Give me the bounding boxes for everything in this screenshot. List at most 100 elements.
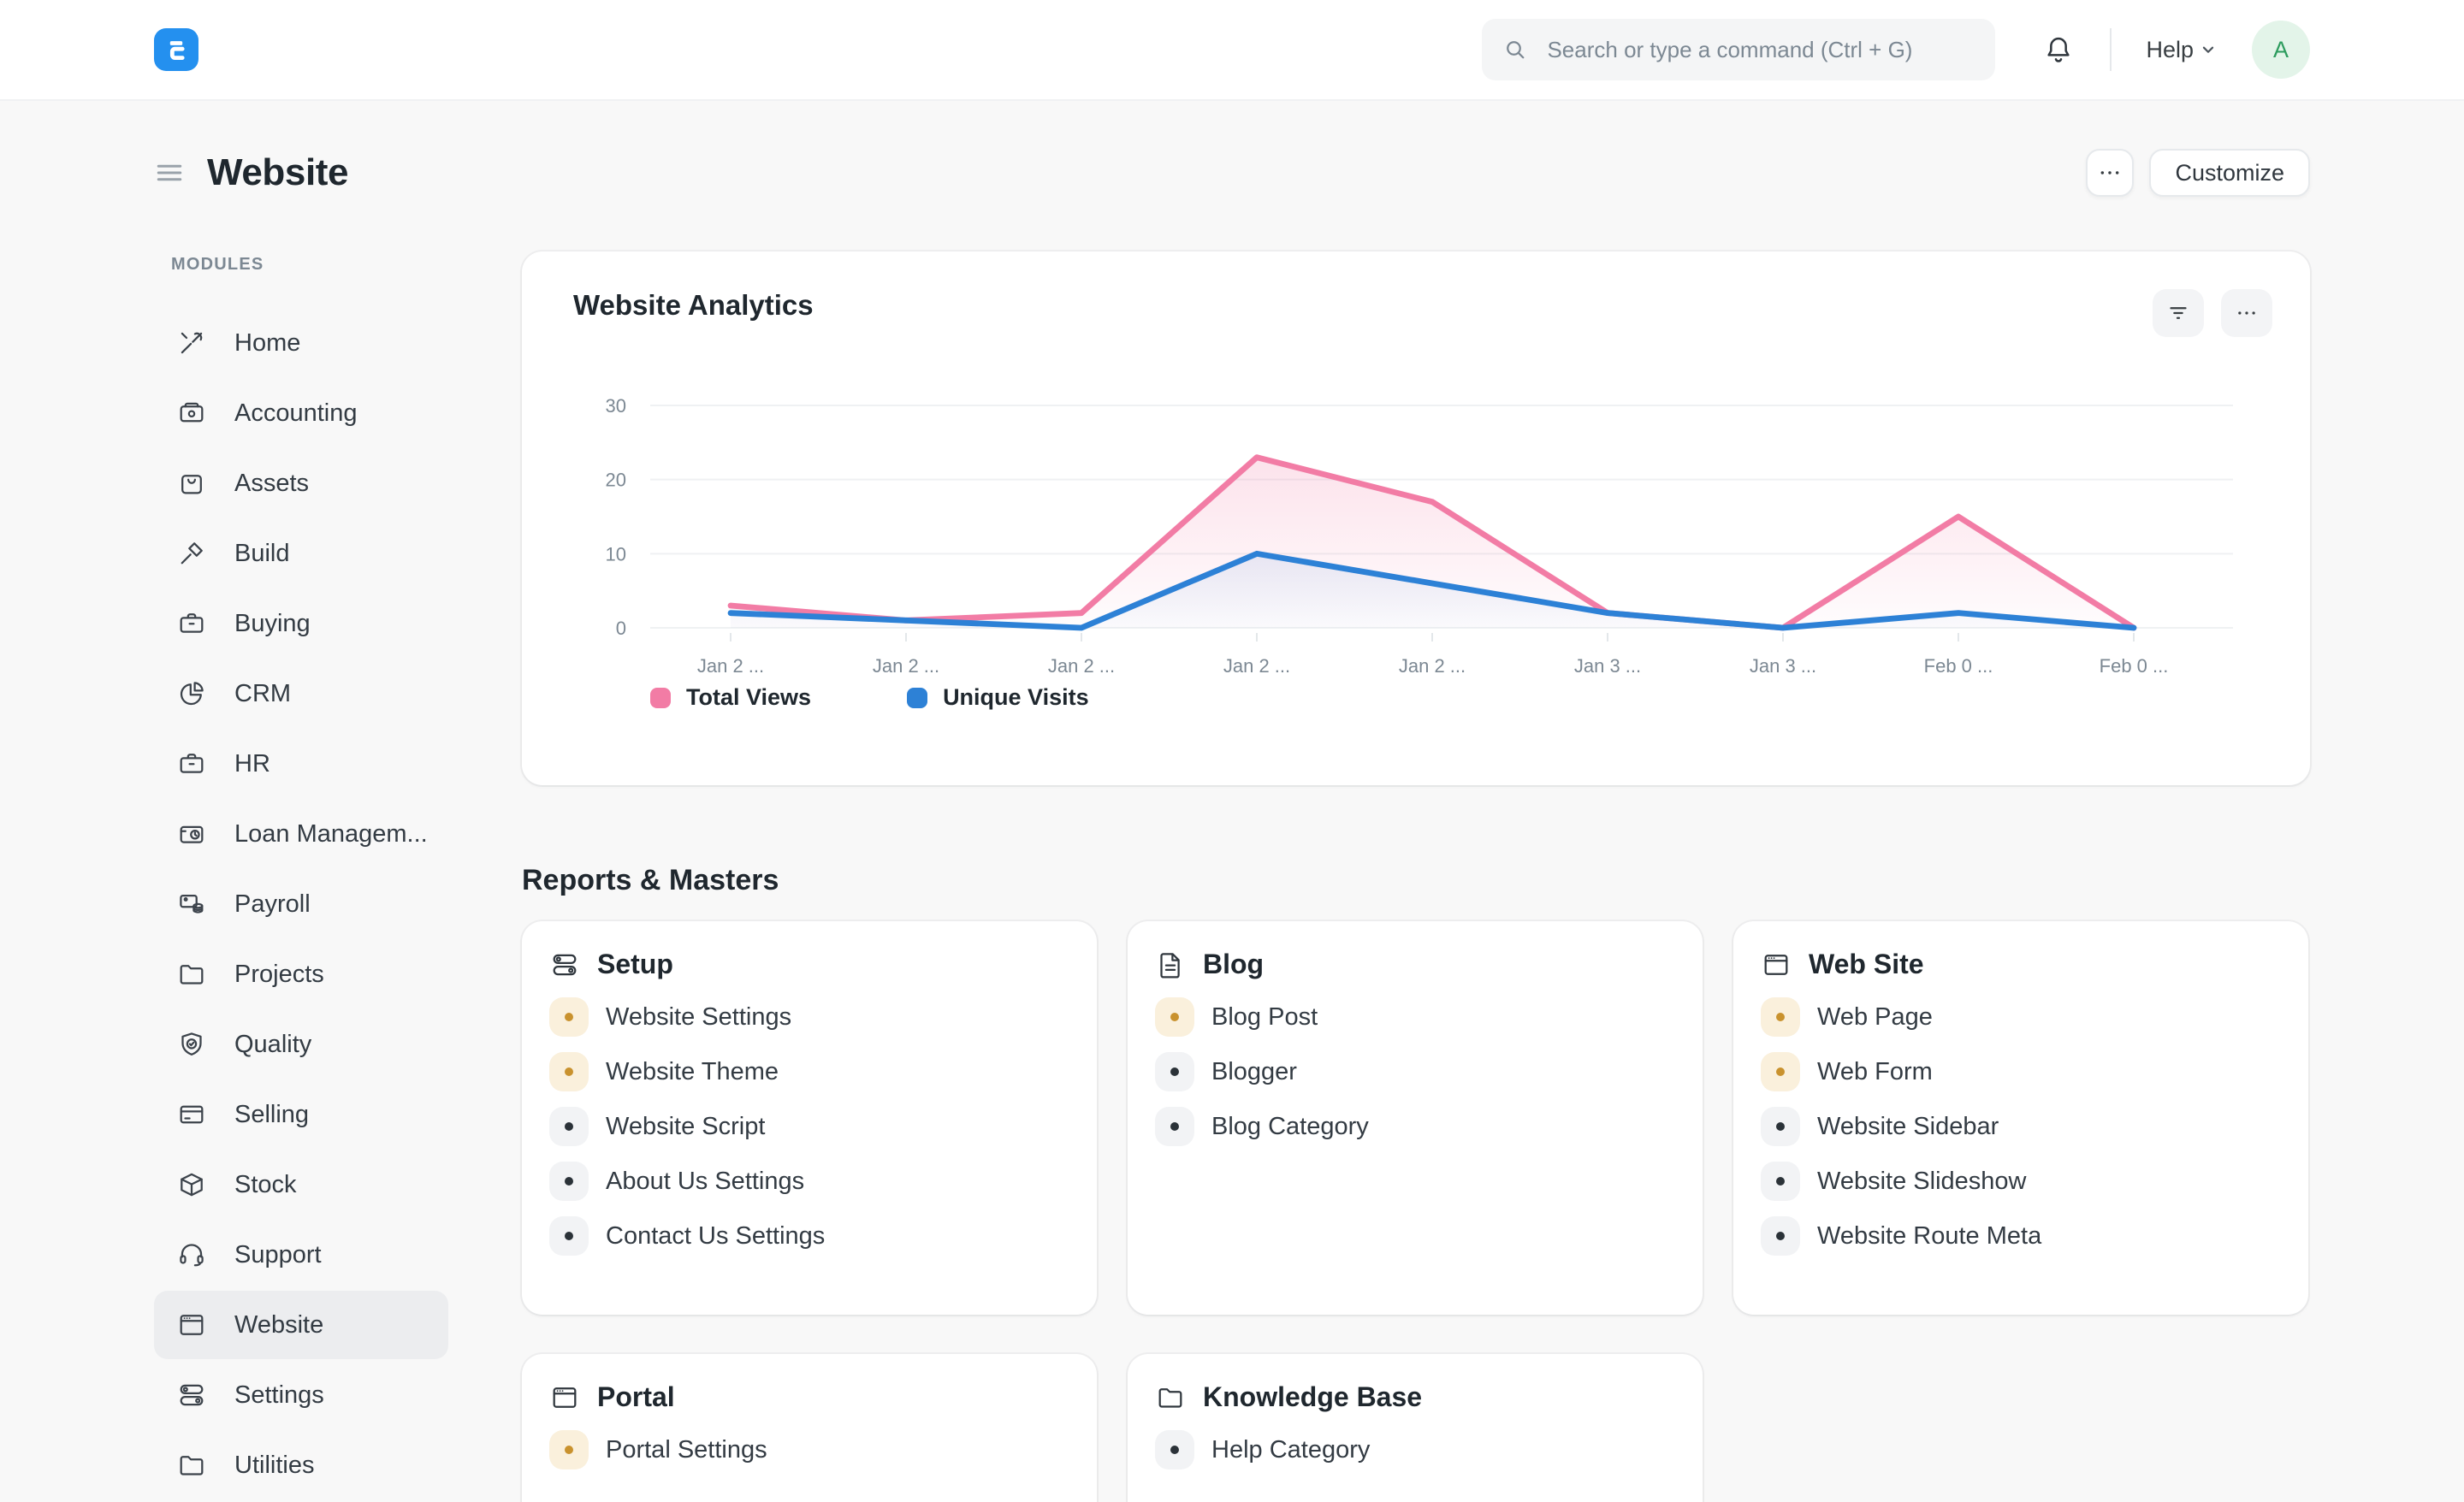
card-knowledge-base: Knowledge Base Help Category <box>1128 1354 1703 1502</box>
sidebar-toggle-button[interactable] <box>154 157 185 188</box>
sidebar-item-stock[interactable]: Stock <box>154 1150 448 1219</box>
sidebar-item-quality[interactable]: Quality <box>154 1010 448 1079</box>
sidebar-item-label: CRM <box>234 679 292 707</box>
chart-filter-button[interactable] <box>2153 289 2204 337</box>
page-more-button[interactable] <box>2086 149 2135 197</box>
help-menu[interactable]: Help <box>2135 30 2228 70</box>
y-axis-tick-label: 30 <box>606 395 626 417</box>
wallet-clock-icon <box>180 825 204 843</box>
card-coins-icon <box>180 894 204 914</box>
avatar[interactable]: A <box>2252 21 2310 79</box>
sidebar-item-projects[interactable]: Projects <box>154 940 448 1008</box>
sidebar-item-label: Accounting <box>234 399 358 427</box>
section-heading: Reports & Masters <box>522 864 779 896</box>
sidebar-item-home[interactable]: Home <box>154 309 448 377</box>
card-header: Portal <box>549 1381 1069 1413</box>
card-item-website-sidebar[interactable]: Website Sidebar <box>1761 1107 2281 1146</box>
sidebar-item-label: Stock <box>234 1170 297 1198</box>
app-logo[interactable] <box>154 28 198 71</box>
box-icon <box>181 1173 203 1197</box>
analytics-line-chart: 0 10 20 30 Jan 2 ... Jan 2 ... Jan 2 ... Jan 2 … <box>606 395 2233 677</box>
card-item-blog-post[interactable]: Blog Post <box>1155 997 1675 1037</box>
card-item-label: Web Form <box>1817 1057 1933 1085</box>
area-total-views <box>731 457 2134 628</box>
item-bullet <box>1761 1052 1800 1091</box>
legend-item-unique-visits: Unique Visits <box>907 684 1089 711</box>
navbar: Help A <box>0 0 2464 101</box>
page-body: Website Customize MODULES Home Accounting… <box>0 144 2464 1502</box>
y-axis-tick-label: 20 <box>606 470 626 491</box>
card-item-label: Website Settings <box>606 1002 792 1031</box>
sidebar-item-buying[interactable]: Buying <box>154 589 448 658</box>
sidebar-item-hr[interactable]: HR <box>154 730 448 798</box>
card-item-website-settings[interactable]: Website Settings <box>549 997 1069 1037</box>
sidebar-item-support[interactable]: Support <box>154 1221 448 1289</box>
chart-more-button[interactable] <box>2221 289 2272 337</box>
card-item-website-route-meta[interactable]: Website Route Meta <box>1761 1216 2281 1256</box>
sidebar-item-selling[interactable]: Selling <box>154 1080 448 1149</box>
sidebar-item-crm[interactable]: CRM <box>154 659 448 728</box>
briefcase-icon <box>180 754 204 773</box>
card-item-label: Portal Settings <box>606 1435 767 1464</box>
card-item-website-script[interactable]: Website Script <box>549 1107 1069 1146</box>
card-item-web-form[interactable]: Web Form <box>1761 1052 2281 1091</box>
sidebar-item-assets[interactable]: Assets <box>154 449 448 517</box>
card-item-website-theme[interactable]: Website Theme <box>549 1052 1069 1091</box>
sidebar-item-label: Projects <box>234 960 324 988</box>
card-item-web-page[interactable]: Web Page <box>1761 997 2281 1037</box>
x-axis-tick-label: Jan 2 ... <box>1048 655 1115 677</box>
item-bullet <box>1155 1430 1194 1469</box>
sidebar-item-label: Selling <box>234 1100 310 1128</box>
card-item-label: Blogger <box>1211 1057 1297 1085</box>
item-bullet <box>549 1162 589 1201</box>
customize-button[interactable]: Customize <box>2149 149 2310 197</box>
card-item-portal-settings[interactable]: Portal Settings <box>549 1430 1069 1469</box>
chart-legend: Total Views Unique Visits <box>650 684 1089 711</box>
notifications-button[interactable] <box>2041 33 2076 67</box>
website-analytics-card: Website Analytics 0 10 20 30 Jan 2 ... Jan 2 … <box>522 251 2310 785</box>
card-item-contact-us-settings[interactable]: Contact Us Settings <box>549 1216 1069 1256</box>
navbar-right-group: Help A <box>1482 19 2310 80</box>
ellipsis-icon <box>2101 171 2119 174</box>
sidebar-item-label: Home <box>234 328 301 357</box>
search-bar[interactable] <box>1482 19 1996 80</box>
area-unique-visits <box>731 553 2134 628</box>
card-item-blog-category[interactable]: Blog Category <box>1155 1107 1675 1146</box>
sidebar-item-payroll[interactable]: Payroll <box>154 870 448 938</box>
sidebar-item-label: Utilities <box>234 1451 315 1479</box>
sidebar-item-utilities[interactable]: Utilities <box>154 1431 448 1499</box>
sidebar-item-loan-managem[interactable]: Loan Managem... <box>154 800 448 868</box>
search-input[interactable] <box>1543 34 1975 65</box>
toggles-icon <box>553 954 577 975</box>
y-axis-tick-label: 0 <box>616 618 626 639</box>
folder-icon <box>180 1456 204 1475</box>
item-bullet <box>549 1052 589 1091</box>
sidebar-item-build[interactable]: Build <box>154 519 448 588</box>
card-web-site: Web Site Web Page Web Form Website Sidebar W… <box>1733 921 2308 1315</box>
card-title: Knowledge Base <box>1203 1381 1423 1412</box>
sidebar-item-website[interactable]: Website <box>154 1291 448 1359</box>
browser-icon <box>1764 954 1788 975</box>
card-item-about-us-settings[interactable]: About Us Settings <box>549 1162 1069 1201</box>
sidebar-item-settings[interactable]: Settings <box>154 1361 448 1429</box>
item-bullet <box>1761 1216 1800 1256</box>
sidebar-item-label: Support <box>234 1240 322 1268</box>
legend-label: Total Views <box>686 684 812 710</box>
toggles-icon <box>180 1384 204 1406</box>
bell-icon <box>2047 37 2070 62</box>
sidebar-item-label: Buying <box>234 609 311 637</box>
sidebar-item-accounting[interactable]: Accounting <box>154 379 448 447</box>
browser-icon <box>180 1315 204 1335</box>
card-item-website-slideshow[interactable]: Website Slideshow <box>1761 1162 2281 1201</box>
card-item-help-category[interactable]: Help Category <box>1155 1430 1675 1469</box>
browser-icon <box>553 1387 577 1408</box>
avatar-initial: A <box>2272 36 2289 62</box>
card-item-label: Web Page <box>1817 1002 1933 1031</box>
x-axis-tick-label: Jan 2 ... <box>1399 655 1466 677</box>
item-bullet <box>549 1430 589 1469</box>
card-item-blogger[interactable]: Blogger <box>1155 1052 1675 1091</box>
item-bullet <box>1761 1162 1800 1201</box>
erpnext-logo-icon <box>169 41 185 60</box>
card-item-label: Website Sidebar <box>1817 1112 1999 1140</box>
card-icon <box>180 1105 204 1124</box>
